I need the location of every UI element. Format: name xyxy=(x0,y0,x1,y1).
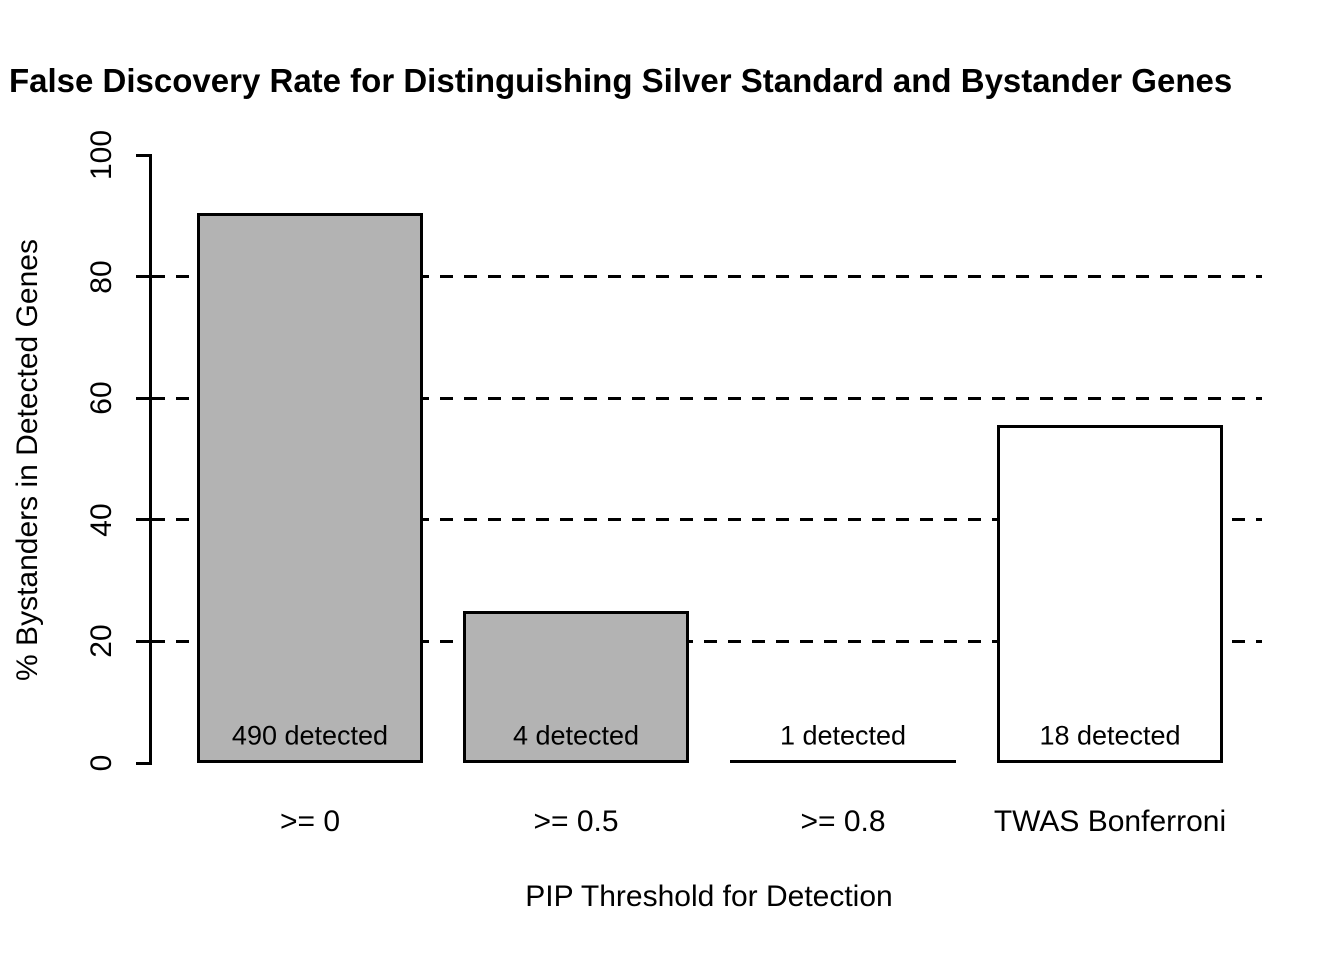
y-tick-label: 20 xyxy=(85,624,118,659)
y-axis-tick xyxy=(136,396,152,400)
x-tick-label: >= 0.5 xyxy=(533,805,619,838)
bar-count-label: 4 detected xyxy=(512,720,640,751)
y-axis-tick xyxy=(136,153,152,157)
bar-1 xyxy=(197,213,423,763)
x-tick-label: >= 0.8 xyxy=(800,805,886,838)
y-axis-line xyxy=(149,155,152,763)
bar-2 xyxy=(463,611,689,763)
gridline xyxy=(152,275,1262,279)
x-tick-label: TWAS Bonferroni xyxy=(993,805,1227,838)
y-tick-label: 80 xyxy=(85,259,118,294)
gridline xyxy=(152,396,1262,400)
x-tick-label: >= 0 xyxy=(279,805,341,838)
bar-count-label: 1 detected xyxy=(779,720,907,751)
y-axis-tick xyxy=(136,275,152,279)
y-tick-label: 100 xyxy=(85,129,118,181)
gridline xyxy=(152,639,1262,643)
bar-count-label: 490 detected xyxy=(231,720,389,751)
x-axis-title: PIP Threshold for Detection xyxy=(525,880,893,913)
y-tick-label: 0 xyxy=(85,754,118,772)
bar-4 xyxy=(997,425,1223,763)
gridline xyxy=(152,518,1262,522)
y-tick-label: 40 xyxy=(85,503,118,537)
y-axis-tick xyxy=(136,639,152,643)
y-axis-tick xyxy=(136,761,152,765)
chart-title: False Discovery Rate for Distinguishing … xyxy=(9,62,1233,99)
y-tick-label: 60 xyxy=(85,381,118,415)
bar-3 xyxy=(730,760,956,763)
bar-count-label: 18 detected xyxy=(1039,720,1181,751)
y-axis-tick xyxy=(136,518,152,522)
